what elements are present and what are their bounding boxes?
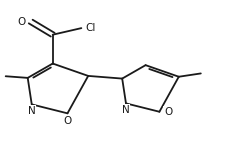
Text: O: O [164,107,172,117]
Text: Cl: Cl [85,23,95,33]
Text: N: N [28,106,36,116]
Text: O: O [63,116,72,126]
Text: O: O [18,17,26,27]
Text: N: N [122,105,130,115]
